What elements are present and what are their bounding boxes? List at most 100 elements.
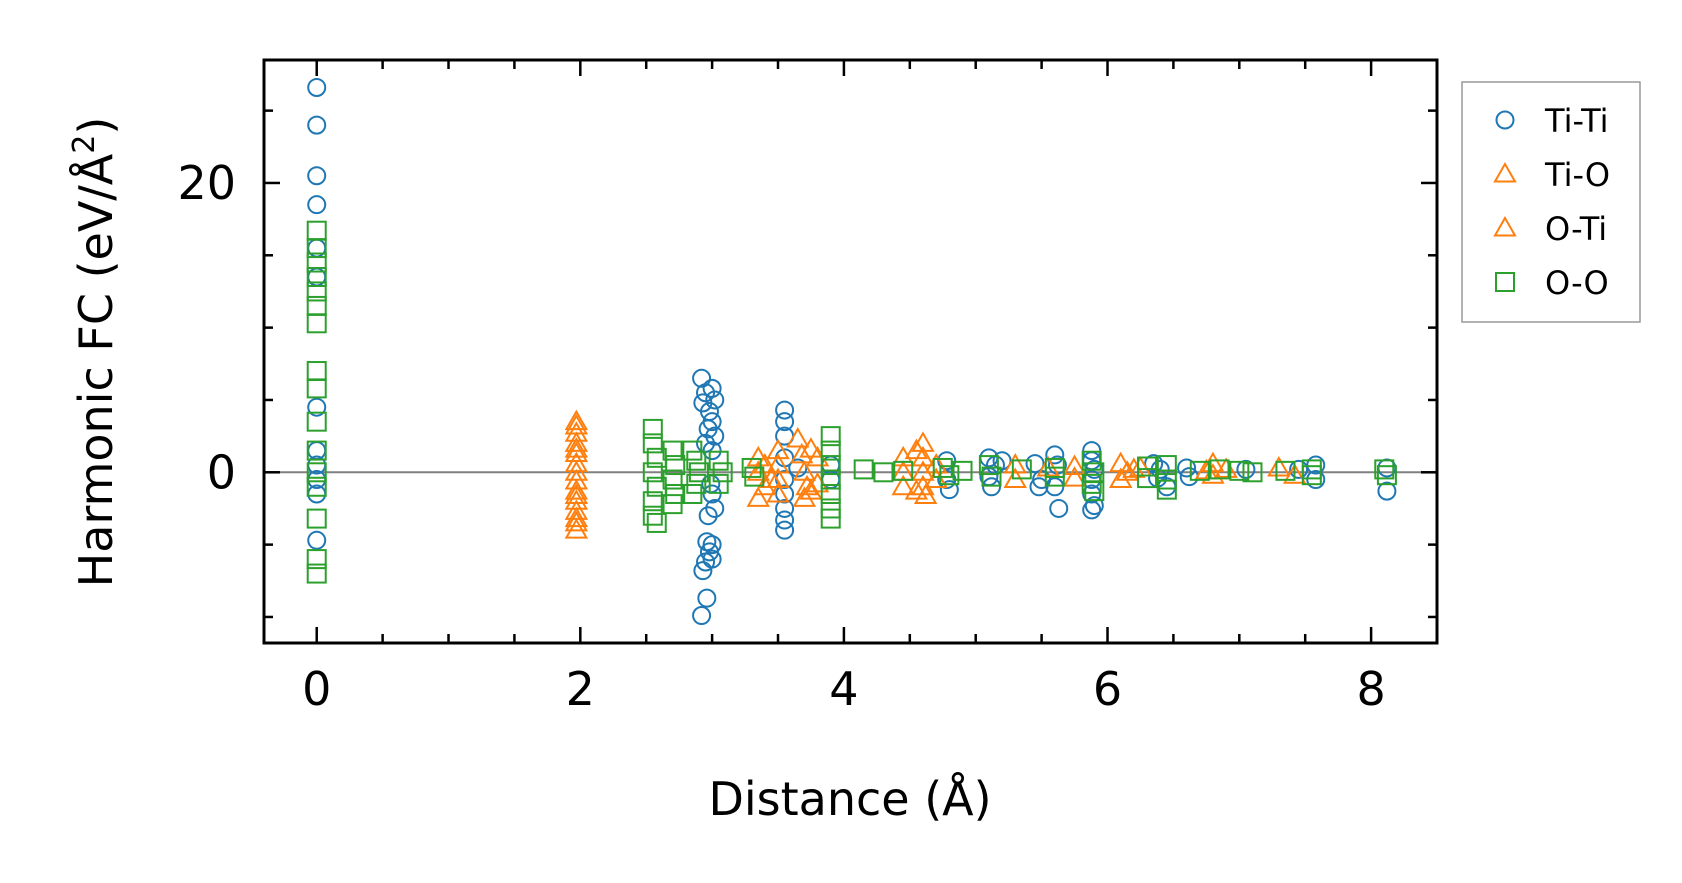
data-point: [642, 491, 663, 512]
data-point: [1156, 479, 1177, 500]
legend-label: Ti-O: [1544, 156, 1610, 194]
data-point: [564, 409, 589, 431]
data-point: [697, 588, 717, 608]
data-point: [792, 486, 817, 507]
data-point: [1177, 458, 1197, 478]
data-point: [924, 453, 948, 474]
data-point: [766, 438, 790, 460]
data-point: [686, 473, 707, 494]
data-point: [904, 479, 929, 500]
data-point: [708, 473, 729, 494]
data-point: [911, 445, 935, 467]
data-point: [1025, 454, 1045, 474]
data-point: [564, 431, 589, 452]
data-point: [307, 115, 327, 135]
data-point: [1156, 469, 1177, 490]
data-point: [682, 440, 703, 461]
data-point: [665, 455, 686, 476]
plot-area: [264, 60, 1437, 643]
data-point: [1137, 456, 1158, 477]
data-point: [1081, 450, 1102, 471]
data-points: [306, 77, 1397, 626]
data-point: [693, 561, 713, 581]
data-point: [891, 474, 915, 496]
data-point: [692, 606, 712, 626]
data-point: [1377, 481, 1397, 501]
data-point: [682, 483, 703, 504]
data-point: [698, 419, 718, 439]
y-axis-label: Harmonic FC (eV/Å2): [67, 117, 123, 588]
data-point: [775, 520, 795, 540]
data-point: [708, 450, 729, 471]
data-point: [1081, 473, 1102, 494]
data-point: [564, 468, 589, 490]
data-point: [1275, 460, 1296, 481]
x-tick-label: 8: [1356, 662, 1385, 716]
data-point: [981, 466, 1002, 487]
data-point: [564, 479, 589, 500]
data-point: [307, 195, 327, 215]
data-point: [306, 549, 327, 570]
y-axis-label-main: Harmonic FC (eV/Å: [69, 153, 123, 587]
legend-label: O-Ti: [1545, 210, 1607, 248]
data-point: [1144, 454, 1164, 474]
x-axis-label: Distance (Å): [708, 772, 991, 826]
legend: Ti-Ti Ti-O O-Ti O-O: [1461, 81, 1641, 323]
data-point: [1229, 460, 1250, 481]
data-point: [702, 549, 722, 569]
legend-marker: [1493, 161, 1517, 183]
data-point: [705, 390, 725, 410]
data-point: [1376, 465, 1397, 486]
data-point: [775, 412, 795, 432]
data-point: [692, 368, 712, 388]
data-point: [702, 378, 722, 398]
data-point: [992, 451, 1012, 471]
data-point: [799, 479, 823, 500]
data-point: [642, 505, 663, 526]
data-point: [853, 459, 874, 480]
plot-frame: [262, 58, 1439, 645]
data-point: [1045, 477, 1065, 497]
data-point: [662, 440, 683, 461]
data-point: [952, 460, 973, 481]
data-point: [1029, 477, 1049, 497]
data-point: [642, 462, 663, 483]
data-point: [307, 166, 327, 186]
data-point: [1082, 441, 1102, 461]
data-point: [904, 438, 929, 460]
legend-marker: [1495, 272, 1515, 292]
legend-marker: [1495, 110, 1515, 130]
legend-label: O-O: [1545, 264, 1609, 302]
data-point: [1044, 466, 1065, 487]
data-point: [1137, 468, 1158, 489]
data-point: [564, 506, 589, 528]
data-point: [932, 457, 953, 478]
data-point: [1045, 445, 1065, 465]
legend-item: O-Ti: [1493, 210, 1607, 248]
data-point: [1289, 459, 1309, 479]
data-point: [307, 77, 327, 97]
data-point: [306, 411, 327, 432]
data-point: [759, 467, 784, 489]
data-point: [306, 462, 327, 483]
data-point: [788, 458, 808, 478]
data-point: [790, 442, 814, 464]
x-tick-label: 6: [1093, 662, 1122, 716]
y-axis-label-sup: 2: [67, 135, 102, 154]
data-point: [306, 313, 327, 334]
data-point: [820, 498, 841, 519]
data-point: [775, 510, 795, 530]
legend-item: O-O: [1495, 264, 1609, 302]
axis-ticks: 0 2 4 6 8 0 20: [177, 60, 1439, 716]
data-point: [1267, 455, 1291, 477]
data-point: [564, 413, 589, 435]
data-point: [1084, 496, 1104, 516]
data-point: [662, 494, 683, 515]
series-o-o: [306, 220, 1397, 584]
data-point: [799, 437, 823, 458]
data-point: [306, 238, 327, 259]
data-point: [744, 466, 765, 487]
data-point: [746, 486, 770, 507]
data-point: [939, 465, 960, 486]
data-point: [306, 378, 327, 399]
